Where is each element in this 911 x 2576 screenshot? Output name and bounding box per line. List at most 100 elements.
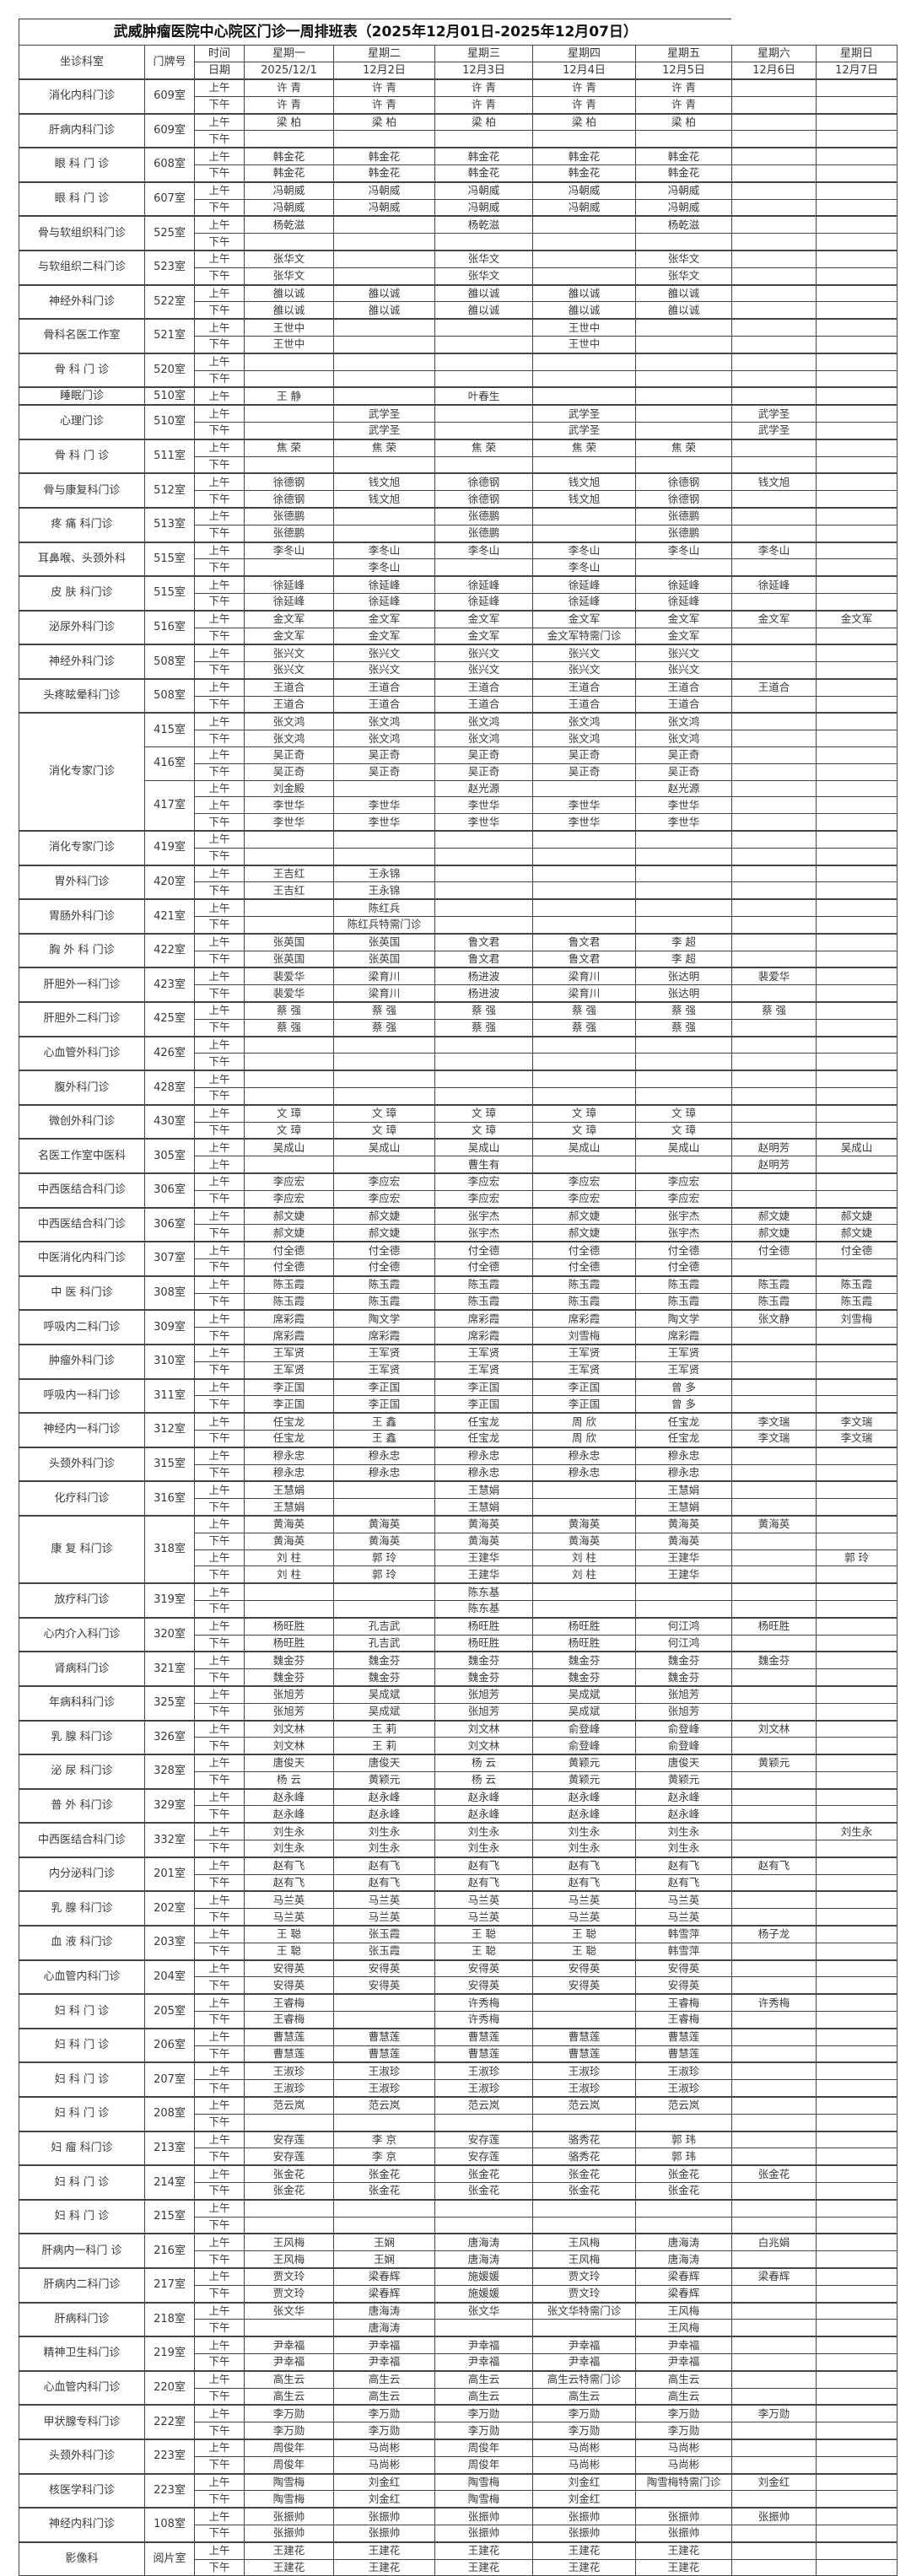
header-date-value: 12月2日 (333, 62, 435, 80)
doctor-cell: 陶雪梅 (244, 2472, 334, 2492)
session-time: 上午 (194, 1138, 245, 1157)
doctor-cell: 范云岚 (532, 2096, 636, 2115)
doctor-cell: 梁 柏 (532, 112, 636, 132)
doctor-cell (333, 249, 435, 268)
doctor-cell (333, 2113, 435, 2132)
doctor-cell: 张兴文 (244, 661, 334, 680)
doctor-cell (731, 796, 817, 815)
doctor-cell (731, 2250, 817, 2269)
doctor-cell: 付全德 (244, 1241, 334, 1259)
doctor-cell: 曹慧莲 (244, 2045, 334, 2063)
doctor-cell: 雒以诚 (244, 283, 334, 303)
doctor-cell: 张金花 (634, 2182, 733, 2201)
doctor-cell (731, 130, 817, 148)
doctor-cell: 钱文旭 (333, 490, 435, 509)
doctor-cell (731, 1908, 817, 1927)
doctor-cell: 安存莲 (244, 2148, 334, 2166)
table-row: 头疼眩晕科门诊 508室 上午 王道合 王道合 王道合 王道合 王道合 王道合 (19, 677, 898, 714)
session-time: 上午 (194, 1035, 245, 1054)
doctor-cell: 郝文婕 (333, 1224, 435, 1242)
table-row: 骨 科 门 诊 511室 上午焦 荣焦 荣焦 荣焦 荣焦 荣 (19, 438, 898, 474)
doctor-cell: 李冬山 (244, 541, 334, 560)
doctor-cell (244, 404, 334, 423)
doctor-cell (816, 1805, 898, 1824)
doctor-cell: 黄海英 (532, 1514, 636, 1533)
doctor-cell: 焦 荣 (634, 438, 733, 457)
table-row: 头颈外科门诊 223室 上午 周俊年 马尚彬 周俊年 马尚彬 马尚彬 (19, 2438, 898, 2475)
doctor-cell: 王吉红 (244, 881, 334, 900)
doctor-cell: 付全德 (434, 1241, 533, 1259)
room-number: 332室 (144, 1822, 195, 1858)
doctor-cell (816, 472, 898, 492)
table-row: 下午 高生云 高生云 高生云 高生云 高生云 (19, 2387, 898, 2406)
session-time: 上午 (194, 2541, 245, 2560)
doctor-cell: 杨 云 (244, 1770, 334, 1790)
session-time: 上午 (194, 1309, 245, 1328)
doctor-cell: 梁 柏 (244, 112, 334, 132)
doctor-cell (731, 644, 817, 663)
doctor-cell (333, 847, 435, 866)
doctor-cell: 曾 多 (634, 1377, 733, 1397)
session-time: 上午 (194, 386, 245, 406)
doctor-cell (731, 1737, 817, 1755)
doctor-cell: 张文鸿 (634, 730, 733, 748)
doctor-cell: 李应宏 (434, 1189, 533, 1209)
department-name: 微创外科门诊 (19, 1103, 145, 1140)
doctor-cell: 安存莲 (434, 2130, 533, 2149)
doctor-cell: 王道合 (731, 677, 817, 697)
doctor-cell: 张华文 (634, 267, 733, 286)
doctor-cell: 王道合 (434, 695, 533, 714)
doctor-cell: 郝文婕 (731, 1206, 817, 1226)
doctor-cell: 高生云 (333, 2369, 435, 2389)
doctor-cell: 穆永忠 (244, 1463, 334, 1482)
doctor-cell: 张文鸿 (532, 730, 636, 748)
doctor-cell (816, 335, 898, 354)
doctor-cell: 郝文婕 (816, 1206, 898, 1226)
doctor-cell (731, 881, 817, 900)
doctor-cell: 任宝龙 (634, 1412, 733, 1431)
doctor-cell (333, 1053, 435, 1071)
doctor-cell: 李正国 (333, 1377, 435, 1397)
doctor-cell: 杨旺胜 (731, 1616, 817, 1636)
doctor-cell: 李正国 (434, 1395, 533, 1414)
session-time: 上午 (194, 2438, 245, 2457)
doctor-cell: 王 聪 (532, 1925, 636, 1943)
doctor-cell: 孔吉武 (333, 1634, 435, 1652)
session-time: 下午 (194, 1770, 245, 1790)
doctor-cell (532, 455, 636, 474)
doctor-cell: 任宝龙 (634, 1429, 733, 1448)
doctor-cell: 徐德钢 (634, 490, 733, 509)
doctor-cell: 梁育川 (532, 967, 636, 986)
doctor-cell: 鲁文君 (532, 932, 636, 951)
doctor-cell (532, 1087, 636, 1106)
doctor-cell (731, 1480, 817, 1500)
department-name: 心理门诊 (19, 404, 145, 440)
session-time: 上午 (194, 2266, 245, 2286)
doctor-cell: 尹幸福 (532, 2352, 636, 2372)
room-number: 428室 (144, 1070, 195, 1106)
table-row: 416室 上午 吴正奇 吴正奇 吴正奇 吴正奇 吴正奇 (19, 746, 898, 781)
doctor-cell: 安得英 (532, 1976, 636, 1995)
doctor-cell: 雒以诚 (532, 301, 636, 320)
table-row: 妇 科 门 诊 215室 上午 (19, 2198, 898, 2234)
room-number: 214室 (144, 2164, 195, 2201)
doctor-cell: 李世华 (244, 813, 334, 832)
doctor-cell: 王军贤 (532, 1361, 636, 1380)
doctor-cell (532, 249, 636, 268)
session-time: 下午 (194, 335, 245, 354)
doctor-cell (816, 2301, 898, 2320)
doctor-cell (816, 1993, 898, 2013)
doctor-cell (333, 1087, 435, 1106)
doctor-cell (816, 215, 898, 234)
doctor-cell (731, 1343, 817, 1362)
session-time: 下午 (194, 763, 245, 781)
doctor-cell: 贾文玲 (244, 2284, 334, 2304)
header-date-value: 2025/12/1 (244, 62, 334, 80)
table-row: 神经内一科门诊 312室 上午 任宝龙王 鑫任宝龙周 欣任宝龙 李文瑞 李文瑞 (19, 1412, 898, 1448)
room-number: 222室 (144, 2404, 195, 2440)
doctor-cell: 李世华 (532, 813, 636, 832)
session-time: 下午 (194, 2558, 245, 2576)
doctor-cell (244, 1070, 334, 1089)
session-time: 下午 (194, 2352, 245, 2372)
session-time: 下午 (194, 1599, 245, 1619)
